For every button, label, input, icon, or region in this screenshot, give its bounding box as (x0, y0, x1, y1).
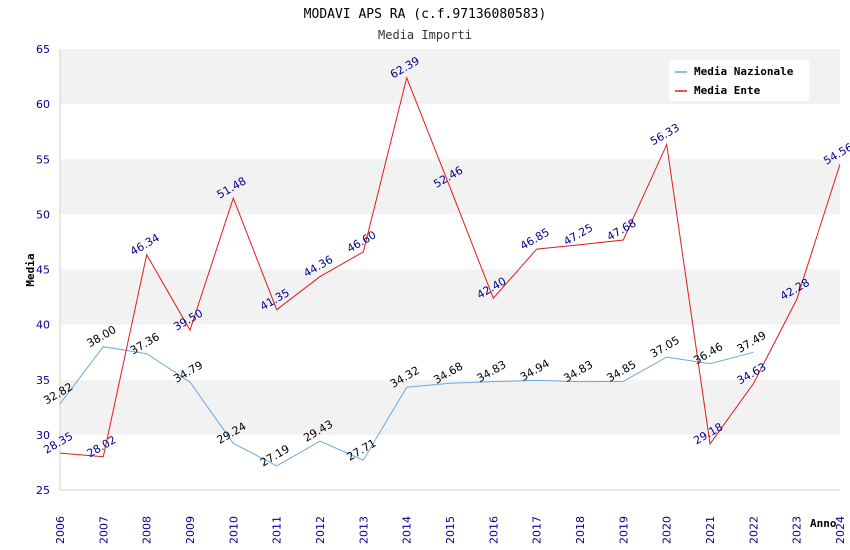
x-tick-label: 2010 (227, 516, 240, 544)
grid-band (60, 214, 840, 270)
y-axis-ticks: 25 30 35 40 45 50 55 60 65 (36, 43, 50, 497)
legend-label-media-nazionale: Media Nazionale (694, 65, 794, 78)
x-axis-ticks: 2006 2007 2008 2009 2010 2011 2012 2013 2014 2015… (54, 516, 847, 544)
grid-band (60, 269, 840, 325)
grid-band (60, 104, 840, 160)
y-tick-label: 35 (36, 374, 50, 387)
legend: Media Nazionale Media Ente (669, 60, 809, 101)
series-lines (59, 76, 841, 467)
x-tick-label: 2017 (531, 516, 544, 544)
x-tick-label: 2023 (791, 516, 804, 544)
y-tick-label: 65 (36, 43, 50, 56)
x-tick-label: 2012 (314, 516, 327, 544)
x-tick-label: 2011 (271, 516, 284, 544)
x-tick-label: 2022 (747, 516, 760, 544)
y-tick-label: 60 (36, 98, 50, 111)
grid-band (60, 379, 840, 435)
axes (59, 49, 840, 491)
x-tick-label: 2020 (661, 516, 674, 544)
y-tick-label: 50 (36, 208, 50, 221)
y-axis-label: Media (24, 253, 37, 286)
legend-box (669, 60, 809, 101)
grid-bands (60, 49, 840, 490)
x-tick-label: 2006 (54, 516, 67, 544)
y-tick-label: 30 (36, 429, 50, 442)
grid-band (60, 434, 840, 490)
x-tick-label: 2009 (184, 516, 197, 544)
chart-subtitle: Media Importi (378, 28, 472, 42)
y-tick-label: 25 (36, 484, 50, 497)
x-tick-label: 2024 (834, 516, 847, 544)
grid-band (60, 324, 840, 380)
legend-label-media-ente: Media Ente (694, 84, 761, 97)
x-tick-label: 2016 (487, 516, 500, 544)
series-line-media-ente (59, 76, 841, 458)
x-axis-label: Anno (810, 517, 837, 530)
x-tick-label: 2007 (97, 516, 110, 544)
x-tick-label: 2013 (357, 516, 370, 544)
y-tick-label: 40 (36, 319, 50, 332)
x-tick-label: 2019 (617, 516, 630, 544)
x-tick-label: 2014 (401, 516, 414, 544)
y-tick-label: 45 (36, 264, 50, 277)
y-tick-label: 55 (36, 153, 50, 166)
x-tick-label: 2021 (704, 516, 717, 544)
x-tick-label: 2008 (141, 516, 154, 544)
series-line-media-nazionale (59, 346, 754, 467)
x-tick-label: 2015 (444, 516, 457, 544)
chart-title: MODAVI APS RA (c.f.97136080583) (304, 7, 547, 22)
x-tick-label: 2018 (574, 516, 587, 544)
